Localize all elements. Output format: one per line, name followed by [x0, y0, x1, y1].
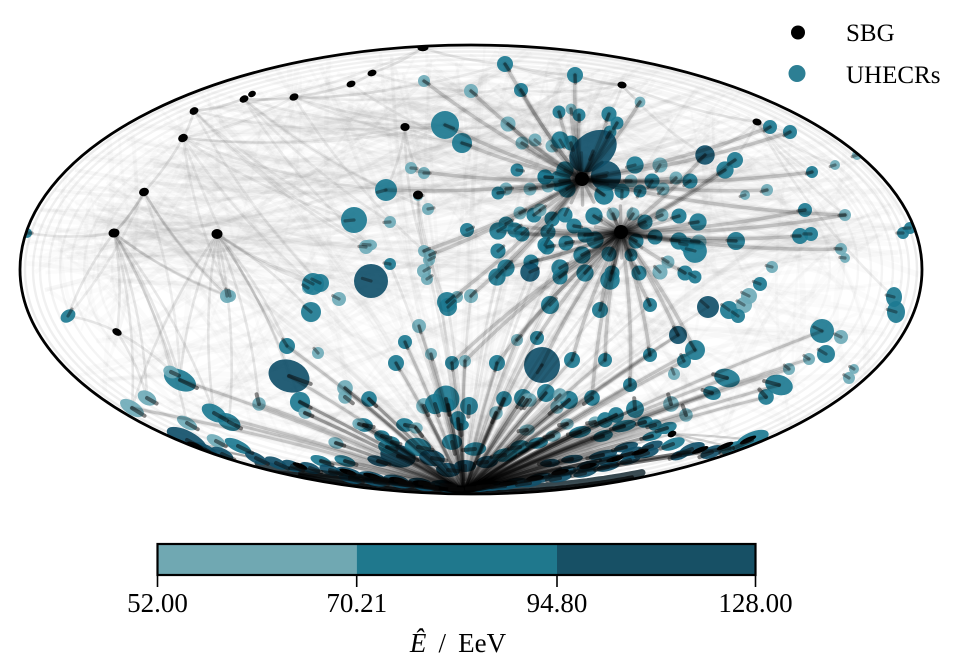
svg-text:52.00: 52.00: [127, 588, 188, 618]
svg-text:70.21: 70.21: [326, 588, 387, 618]
svg-text:SBG: SBG: [846, 20, 895, 47]
svg-text:128.00: 128.00: [718, 588, 792, 618]
svg-text:94.80: 94.80: [527, 588, 588, 618]
svg-text:UHECRs: UHECRs: [846, 62, 940, 89]
svg-text:Ê / EeV: Ê / EeV: [409, 628, 507, 658]
